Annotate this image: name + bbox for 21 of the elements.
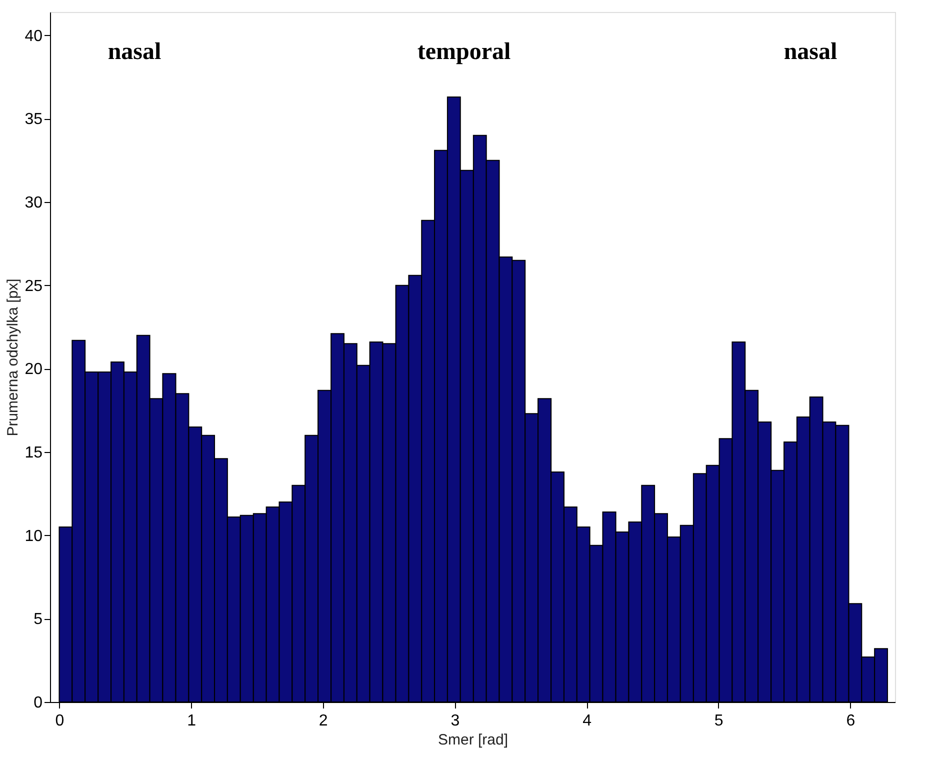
annotation: temporal: [417, 39, 512, 65]
y-tick-label: 35: [24, 111, 43, 128]
annotation: nasal: [784, 39, 838, 65]
x-tick-label: 2: [318, 712, 328, 730]
y-tick-label: 15: [24, 444, 43, 462]
x-axis-title: Smer [rad]: [438, 732, 508, 748]
y-tick-label: 30: [24, 194, 43, 212]
x-tick-label: 0: [55, 712, 64, 730]
x-tick-label: 5: [714, 712, 724, 730]
x-tick-label: 6: [846, 712, 856, 730]
y-tick-label: 10: [24, 528, 43, 545]
y-tick-label: 40: [24, 28, 43, 45]
x-tick-label: 1: [187, 712, 196, 730]
annotation: nasal: [108, 39, 162, 65]
y-tick-label: 20: [24, 361, 43, 378]
y-tick-label: 25: [24, 278, 43, 295]
y-tick-label: 0: [34, 694, 43, 712]
y-axis-title: Prumerna odchylka [px]: [4, 278, 22, 436]
x-tick-label: 3: [450, 712, 460, 730]
y-tick-label: 5: [34, 611, 43, 628]
x-tick-label: 4: [582, 712, 592, 730]
